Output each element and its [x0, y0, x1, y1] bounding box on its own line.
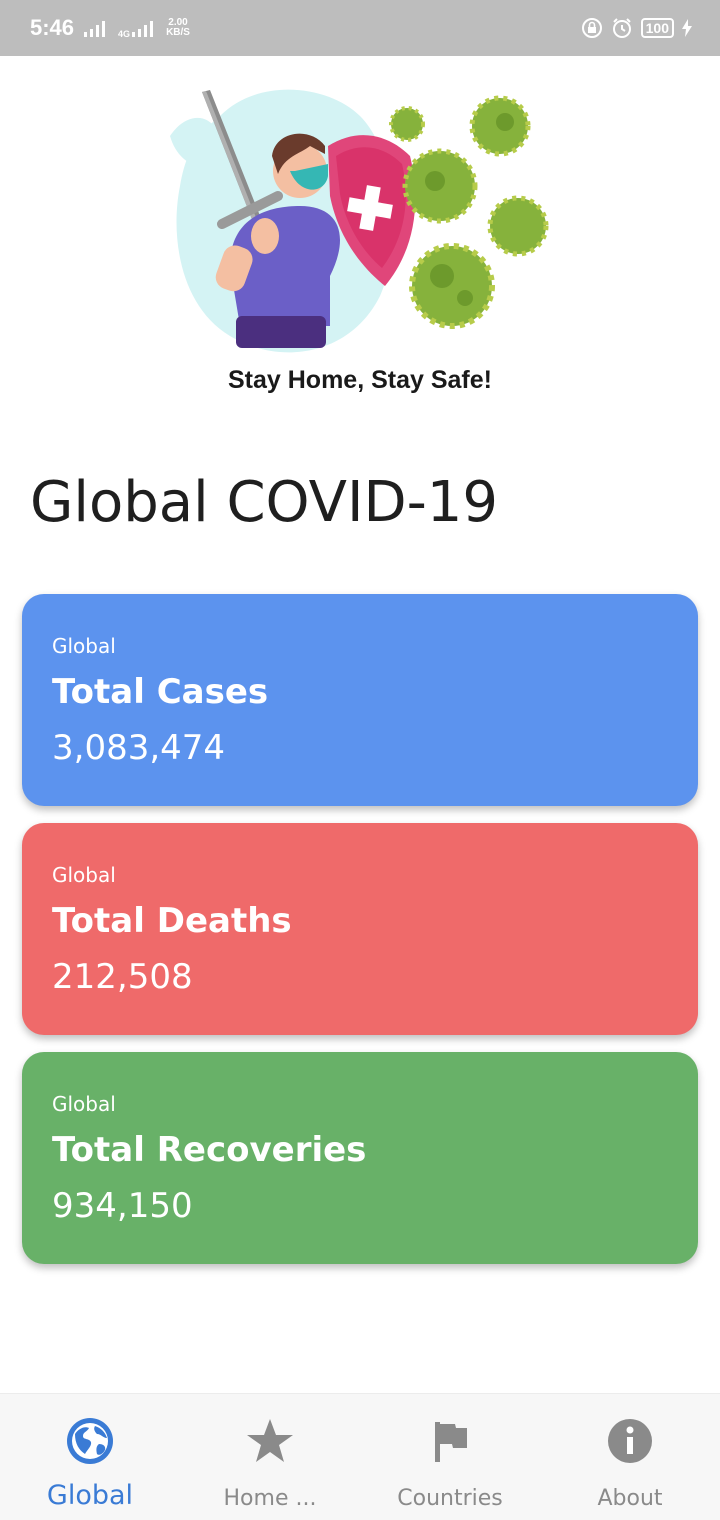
nav-label: Home ... — [223, 1486, 317, 1511]
status-bar: 5:46 4G 2.00 KB/S 100 — [0, 0, 720, 56]
nav-item-home[interactable]: Home ... — [180, 1394, 360, 1520]
card-scope: Global — [52, 1092, 116, 1116]
tagline: Stay Home, Stay Safe! — [228, 366, 492, 394]
status-time: 5:46 — [30, 15, 75, 40]
page-title: Global COVID-19 — [30, 470, 499, 535]
status-right: 100 — [581, 17, 692, 39]
nav-label: Global — [46, 1480, 134, 1511]
signal-icon — [84, 21, 106, 37]
nav-item-about[interactable]: About — [540, 1394, 720, 1520]
person-graphic — [215, 133, 340, 348]
rotation-lock-icon — [581, 18, 602, 38]
nav-item-global[interactable]: Global — [0, 1394, 180, 1520]
signal-icon — [132, 21, 154, 37]
virus-graphic — [389, 95, 549, 329]
total-deaths-card[interactable]: Global Total Deaths 212,508 — [22, 823, 698, 1035]
card-value: 934,150 — [52, 1186, 193, 1226]
card-scope: Global — [52, 634, 116, 658]
card-value: 3,083,474 — [52, 728, 226, 768]
card-title: Total Recoveries — [52, 1130, 367, 1170]
nav-label: Countries — [397, 1486, 503, 1511]
card-title: Total Deaths — [52, 901, 292, 941]
bottom-navigation: Global Home ... Countries About — [0, 1393, 720, 1520]
card-scope: Global — [52, 863, 116, 887]
charging-icon — [682, 19, 692, 37]
alarm-icon — [612, 18, 631, 38]
info-icon — [608, 1419, 652, 1463]
total-recoveries-card[interactable]: Global Total Recoveries 934,150 — [22, 1052, 698, 1264]
nav-label: About — [597, 1486, 663, 1511]
card-title: Total Cases — [52, 672, 269, 712]
hero-illustration — [170, 89, 549, 353]
net-speed: 2.00 KB/S — [166, 18, 190, 38]
total-cases-card[interactable]: Global Total Cases 3,083,474 — [22, 594, 698, 806]
globe-icon — [67, 1418, 113, 1464]
flag-icon — [435, 1422, 467, 1462]
star-icon — [247, 1419, 293, 1462]
status-left: 5:46 4G 2.00 KB/S — [30, 15, 190, 41]
network-type: 4G — [118, 29, 131, 39]
card-value: 212,508 — [52, 957, 193, 997]
battery-indicator: 100 — [640, 18, 674, 38]
net-speed-unit: KB/S — [166, 27, 190, 38]
hero-section: Stay Home, Stay Safe! — [0, 56, 720, 426]
shield-graphic — [328, 135, 416, 286]
net-speed-value: 2.00 — [168, 17, 188, 28]
nav-item-countries[interactable]: Countries — [360, 1394, 540, 1520]
